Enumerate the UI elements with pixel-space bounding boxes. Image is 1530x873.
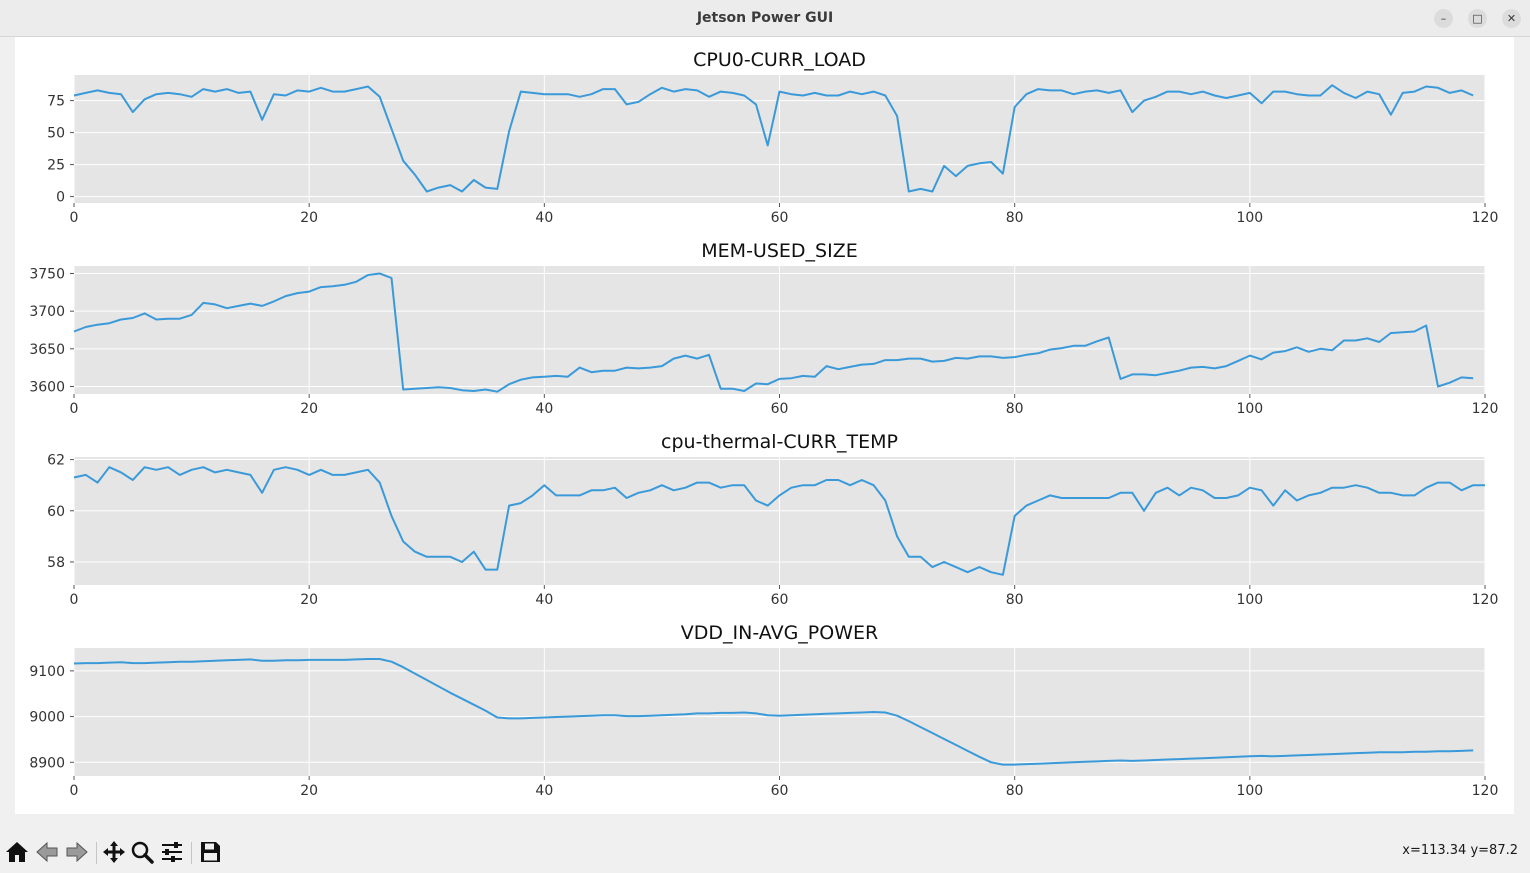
x-tick-label: 100 — [1236, 783, 1263, 799]
x-tick-label: 20 — [300, 592, 318, 608]
y-tick-label: 3600 — [29, 379, 65, 395]
x-tick-label: 0 — [70, 401, 79, 417]
series-line — [73, 84, 1474, 193]
navigation-toolbar: x=113.34 y=87.2 — [0, 835, 1530, 873]
minimize-button[interactable]: – — [1434, 9, 1453, 28]
home-button[interactable] — [3, 838, 31, 866]
x-tick-label: 120 — [1472, 783, 1499, 799]
x-tick-label: 80 — [1006, 783, 1024, 799]
home-icon — [6, 842, 28, 862]
save-button[interactable] — [196, 838, 224, 866]
series-line — [73, 466, 1485, 576]
subplot-2: 0 20 40 60 80 100 120 58 60 62 cpu-thermal-CURR_TE… — [47, 431, 1498, 608]
chart-title: MEM-USED_SIZE — [701, 240, 857, 262]
y-tick-label: 3700 — [29, 304, 65, 320]
pan-button[interactable] — [100, 838, 128, 866]
cursor-coordinates: x=113.34 y=87.2 — [1402, 843, 1518, 858]
x-tick-label: 40 — [535, 210, 553, 226]
series-line — [73, 272, 1474, 393]
x-tick-label: 100 — [1236, 401, 1263, 417]
window-title: Jetson Power GUI — [696, 10, 834, 26]
chart-title: cpu-thermal-CURR_TEMP — [661, 431, 898, 453]
y-tick-label: 50 — [47, 126, 65, 142]
x-tick-label: 40 — [535, 592, 553, 608]
pan-icon — [103, 841, 125, 863]
forward-button[interactable] — [63, 838, 91, 866]
x-tick-label: 60 — [771, 401, 789, 417]
y-tick-label: 3750 — [29, 267, 65, 283]
y-tick-label: 60 — [47, 504, 65, 520]
maximize-icon: □ — [1472, 12, 1483, 25]
chart-title: VDD_IN-AVG_POWER — [681, 622, 878, 644]
y-tick-label: 62 — [47, 453, 65, 469]
x-tick-label: 80 — [1006, 401, 1024, 417]
x-tick-label: 120 — [1472, 401, 1499, 417]
x-tick-label: 40 — [535, 783, 553, 799]
x-tick-label: 80 — [1006, 210, 1024, 226]
chart-title: CPU0-CURR_LOAD — [693, 49, 866, 71]
close-button[interactable]: ✕ — [1502, 9, 1521, 28]
zoom-button[interactable] — [128, 838, 156, 866]
x-tick-label: 0 — [70, 210, 79, 226]
charts-svg: 0 20 40 60 80 100 120 0 25 50 75 CPU0-CURR_LOAD 0 20 4… — [29, 49, 1498, 799]
forward-icon — [66, 841, 88, 863]
minimize-icon: – — [1440, 12, 1447, 25]
y-tick-label: 25 — [47, 158, 65, 174]
maximize-button[interactable]: □ — [1468, 9, 1487, 28]
y-tick-label: 75 — [47, 94, 65, 110]
x-tick-label: 80 — [1006, 592, 1024, 608]
x-tick-label: 0 — [70, 783, 79, 799]
x-tick-label: 20 — [300, 210, 318, 226]
toolbar-separator — [96, 842, 97, 864]
close-icon: ✕ — [1506, 12, 1517, 25]
zoom-icon — [131, 841, 154, 864]
y-tick-label: 0 — [56, 190, 65, 206]
x-tick-label: 0 — [70, 592, 79, 608]
x-tick-label: 20 — [300, 401, 318, 417]
subplot-0: 0 20 40 60 80 100 120 0 25 50 75 CPU0-CURR_LOAD — [47, 49, 1498, 226]
y-tick-label: 8900 — [29, 755, 65, 771]
save-icon — [201, 842, 220, 862]
back-icon — [36, 841, 58, 863]
x-tick-label: 60 — [771, 592, 789, 608]
configure-subplots-button[interactable] — [158, 838, 186, 866]
y-tick-label: 9100 — [29, 664, 65, 680]
window-titlebar: Jetson Power GUI – □ ✕ — [0, 0, 1530, 37]
x-tick-label: 100 — [1236, 592, 1263, 608]
x-tick-label: 40 — [535, 401, 553, 417]
y-tick-label: 9000 — [29, 710, 65, 726]
back-button[interactable] — [33, 838, 61, 866]
x-tick-label: 100 — [1236, 210, 1263, 226]
configure-subplots-icon — [162, 842, 182, 862]
toolbar-separator — [191, 842, 192, 864]
x-tick-label: 60 — [771, 210, 789, 226]
subplot-3: 0 20 40 60 80 100 120 8900 9000 9100 VDD_IN-AVG_PO… — [29, 622, 1498, 799]
x-tick-label: 120 — [1472, 592, 1499, 608]
subplot-1: 0 20 40 60 80 100 120 3600 3650 3700 3750 MEM-USED_… — [29, 240, 1498, 417]
x-tick-label: 60 — [771, 783, 789, 799]
series-line — [73, 658, 1474, 766]
figure-canvas[interactable]: 0 20 40 60 80 100 120 0 25 50 75 CPU0-CURR_LOAD 0 20 4… — [15, 37, 1514, 814]
y-tick-label: 58 — [47, 555, 65, 571]
x-tick-label: 120 — [1472, 210, 1499, 226]
x-tick-label: 20 — [300, 783, 318, 799]
y-tick-label: 3650 — [29, 342, 65, 358]
